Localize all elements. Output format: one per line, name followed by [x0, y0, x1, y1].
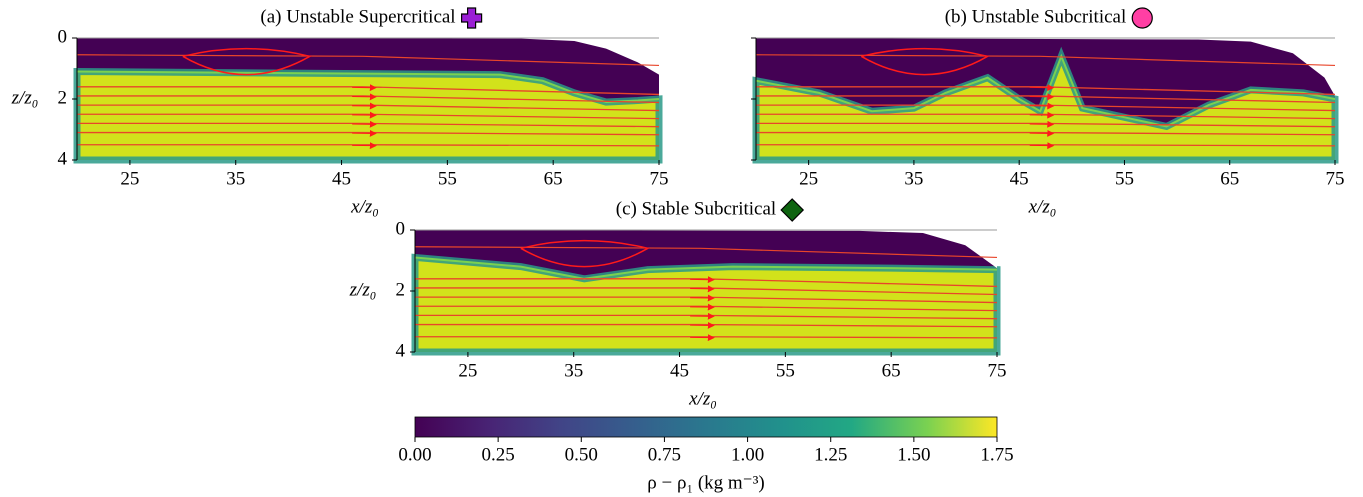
x-tick-label: 25 — [799, 168, 818, 189]
y-tick-label: 0 — [58, 26, 68, 47]
streamline — [77, 113, 660, 120]
x-tick-label: 45 — [332, 168, 351, 189]
colorbar-tick-label: 0.25 — [482, 444, 515, 465]
streamline — [756, 86, 1336, 96]
y-tick-label: 4 — [396, 340, 406, 361]
x-tick-label: 45 — [670, 360, 689, 381]
free-surface — [415, 230, 997, 269]
dense-layer-edge — [755, 53, 1336, 128]
streamline — [77, 122, 660, 128]
free-surface — [756, 38, 1335, 96]
x-tick-label: 35 — [564, 360, 583, 381]
x-tick-label: 75 — [1326, 168, 1345, 189]
x-axis-label: x/z₀ — [350, 196, 379, 217]
streamline — [756, 144, 1336, 147]
colorbar-tick-label: 0.00 — [398, 444, 431, 465]
streamline — [415, 287, 998, 296]
title-marker — [1131, 7, 1153, 29]
colorbar — [414, 416, 998, 438]
streamline — [756, 104, 1336, 112]
x-tick-label: 75 — [650, 168, 669, 189]
streamline — [77, 95, 660, 104]
colorbar-tick-label: 1.25 — [814, 444, 847, 465]
streamline — [756, 95, 1336, 104]
streamline — [415, 305, 998, 312]
x-tick-label: 55 — [438, 168, 457, 189]
dense-layer-edge — [414, 256, 998, 280]
colorbar-tick-label: 0.75 — [648, 444, 681, 465]
title-marker — [780, 198, 805, 222]
panel-title: (c) Stable Subcritical — [616, 198, 776, 219]
recirculation — [860, 47, 990, 76]
x-tick-label: 45 — [1010, 168, 1029, 189]
colorbar-tick-label: 1.50 — [897, 444, 930, 465]
panel-title: (a) Unstable Supercritical — [260, 6, 455, 27]
streamline — [76, 54, 660, 67]
x-tick-label: 65 — [544, 168, 563, 189]
y-axis-label: z/z₀ — [11, 87, 39, 108]
streamline — [77, 104, 660, 112]
y-tick-label: 0 — [396, 218, 406, 239]
streamline — [756, 122, 1336, 128]
x-tick-label: 55 — [776, 360, 795, 381]
streamline — [77, 131, 660, 136]
x-tick-label: 65 — [1220, 168, 1239, 189]
streamline — [414, 246, 998, 259]
streamline — [77, 86, 660, 96]
streamline — [415, 296, 998, 304]
colorbar-tick-label: 1.75 — [980, 444, 1013, 465]
colorbar-tick-label: 0.50 — [565, 444, 598, 465]
streamline — [415, 323, 998, 328]
x-tick-label: 55 — [1115, 168, 1134, 189]
x-tick-label: 65 — [882, 360, 901, 381]
y-axis-label: z/z₀ — [349, 279, 377, 300]
colorbar-label: ρ − ρ₁ (kg m⁻³) — [647, 472, 764, 493]
streamline — [755, 54, 1336, 67]
streamline — [415, 278, 998, 288]
y-tick-label: 2 — [58, 87, 68, 108]
title-marker — [461, 7, 483, 29]
x-tick-label: 25 — [120, 168, 139, 189]
y-tick-label: 2 — [396, 279, 406, 300]
x-tick-label: 25 — [458, 360, 477, 381]
colorbar-tick-label: 1.00 — [731, 444, 764, 465]
x-tick-label: 35 — [904, 168, 923, 189]
streamline — [415, 336, 998, 339]
x-axis-label: x/z₀ — [688, 388, 717, 409]
streamline — [77, 144, 660, 147]
y-tick-label: 4 — [58, 148, 68, 169]
x-axis-label: x/z₀ — [1028, 196, 1057, 217]
x-tick-label: 35 — [226, 168, 245, 189]
panel-title: (b) Unstable Subcritical — [945, 6, 1127, 27]
recirculation — [520, 239, 650, 268]
x-tick-label: 75 — [988, 360, 1007, 381]
dense-layer-edge — [76, 70, 660, 104]
streamline — [756, 113, 1336, 120]
recirculation — [182, 47, 312, 76]
free-surface — [77, 38, 659, 75]
streamline — [756, 131, 1336, 136]
streamline — [415, 314, 998, 320]
